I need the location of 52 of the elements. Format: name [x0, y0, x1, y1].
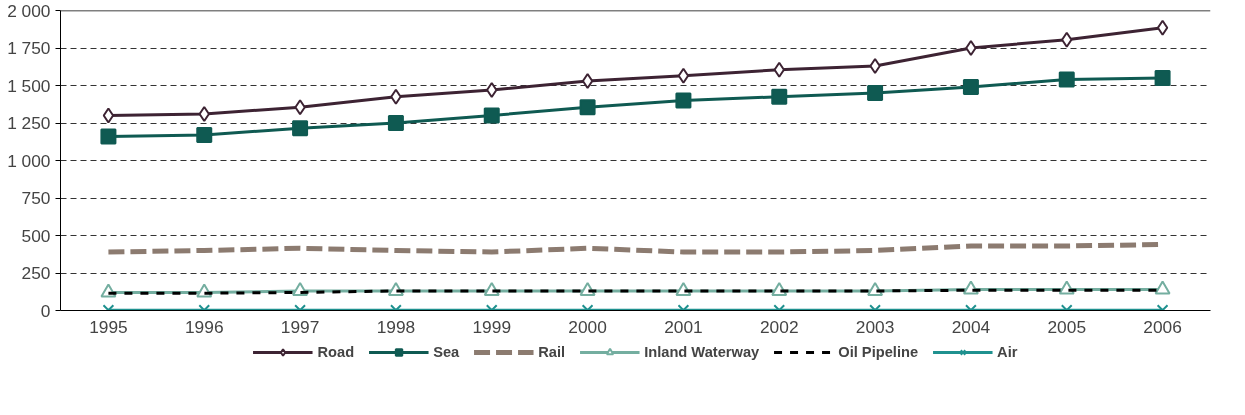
point [677, 67, 690, 84]
y-tick-label: 1 250 [7, 113, 51, 133]
x-tick-label: 2006 [1143, 316, 1182, 337]
x-tick-label: 2001 [664, 316, 703, 337]
point [1154, 70, 1171, 86]
point [198, 106, 210, 122]
y-tick-label: 1 750 [7, 38, 51, 58]
y-tick-label: 1 000 [7, 150, 51, 171]
x-tick-label: 2000 [568, 316, 607, 337]
x-tick-label: 1995 [89, 316, 128, 337]
point [486, 82, 498, 98]
x-tick-label: 2004 [951, 316, 991, 337]
x-tick-label: 1997 [280, 316, 320, 337]
point [579, 99, 596, 116]
x-tick-label: 2002 [759, 316, 799, 337]
legend-label: Air [997, 344, 1018, 360]
x-tick-label: 1996 [184, 316, 224, 337]
point [965, 40, 977, 56]
y-tick-label: 2 000 [7, 0, 51, 21]
point [771, 88, 788, 105]
point [100, 128, 117, 145]
point [773, 61, 785, 78]
point [1154, 280, 1171, 295]
x-tick-label: 2003 [855, 316, 895, 337]
point [675, 92, 692, 109]
x-tick-label: 1998 [376, 316, 416, 337]
point [1156, 19, 1169, 36]
legend-label: Inland Waterway [644, 344, 760, 360]
point [196, 127, 213, 143]
point [390, 88, 402, 105]
y-tick-label: 250 [21, 263, 51, 283]
point [1058, 71, 1075, 88]
y-tick-label: 0 [40, 300, 51, 321]
y-tick-label: 500 [21, 225, 51, 246]
point [869, 58, 881, 74]
point [292, 120, 309, 137]
legend-label: Oil Pipeline [838, 344, 919, 360]
point [962, 79, 979, 95]
y-tick-label: 750 [21, 188, 51, 208]
point [483, 107, 500, 124]
point [867, 85, 884, 101]
point [1061, 31, 1073, 48]
point [581, 73, 594, 89]
legend-label: Sea [433, 344, 460, 360]
legend-label: Rail [538, 344, 566, 360]
y-tick-label: 1 500 [7, 75, 51, 96]
point [294, 99, 306, 116]
x-tick-label: 2005 [1047, 316, 1087, 337]
point [102, 107, 115, 124]
point [387, 115, 404, 131]
legend-label: Road [317, 344, 355, 360]
x-tick-label: 1999 [472, 316, 512, 337]
